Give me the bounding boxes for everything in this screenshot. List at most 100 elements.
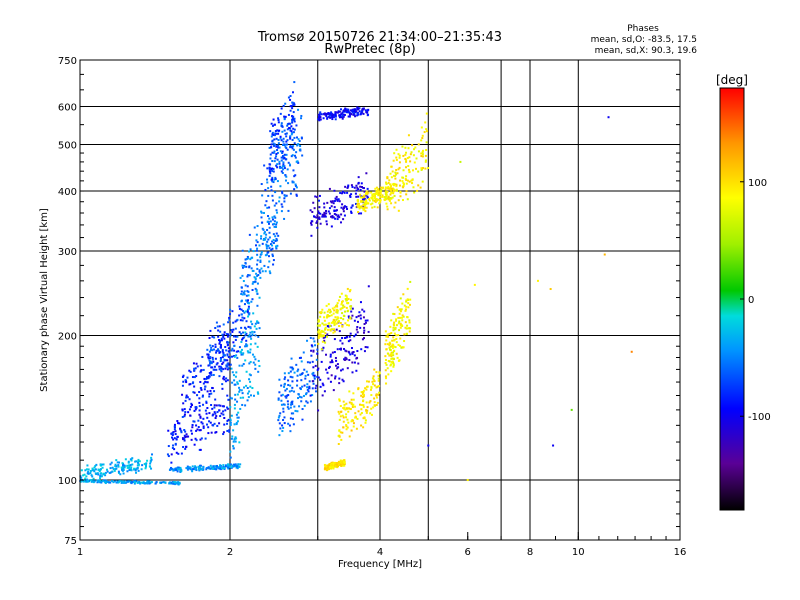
data-point bbox=[389, 172, 392, 175]
data-point bbox=[409, 327, 412, 330]
data-point bbox=[400, 346, 403, 349]
data-point bbox=[364, 387, 367, 390]
data-point bbox=[267, 255, 270, 258]
data-point bbox=[355, 189, 358, 192]
data-point bbox=[392, 159, 395, 162]
data-point bbox=[347, 115, 350, 118]
data-point bbox=[206, 407, 209, 410]
data-point bbox=[354, 333, 357, 336]
data-point bbox=[361, 396, 364, 399]
data-point bbox=[194, 465, 197, 468]
data-point bbox=[235, 413, 238, 416]
data-point bbox=[336, 311, 339, 314]
data-point bbox=[280, 107, 283, 110]
data-point bbox=[236, 400, 239, 403]
data-point bbox=[97, 473, 100, 476]
data-point bbox=[397, 334, 400, 337]
data-point bbox=[231, 381, 234, 384]
data-point bbox=[240, 290, 243, 293]
data-point bbox=[101, 463, 104, 466]
data-point bbox=[402, 293, 405, 296]
data-point bbox=[186, 376, 189, 379]
data-point bbox=[330, 314, 333, 317]
data-point bbox=[398, 320, 401, 323]
data-point bbox=[363, 201, 366, 204]
data-point bbox=[290, 130, 293, 133]
data-point bbox=[254, 342, 257, 345]
data-point bbox=[354, 192, 357, 195]
data-point bbox=[272, 223, 275, 226]
data-point bbox=[327, 112, 330, 115]
data-point bbox=[264, 204, 267, 207]
data-point bbox=[229, 396, 232, 399]
x-axis-label: Frequency [MHz] bbox=[338, 559, 422, 570]
data-point bbox=[253, 276, 256, 279]
data-point bbox=[284, 132, 287, 135]
data-point bbox=[310, 234, 313, 237]
data-point bbox=[226, 407, 229, 410]
data-point bbox=[249, 335, 252, 338]
data-point bbox=[202, 403, 205, 406]
data-point bbox=[407, 168, 410, 171]
chart-title: Tromsø 20150726 21:34:00–21:35:43 bbox=[257, 30, 502, 45]
data-point bbox=[209, 348, 212, 351]
data-point bbox=[229, 463, 232, 466]
data-point bbox=[183, 434, 186, 437]
data-point bbox=[219, 357, 222, 360]
data-point bbox=[395, 337, 398, 340]
data-point bbox=[305, 400, 308, 403]
data-point bbox=[340, 464, 343, 467]
data-point bbox=[338, 412, 341, 415]
data-point bbox=[240, 353, 243, 356]
data-point bbox=[122, 467, 125, 470]
data-point bbox=[240, 348, 243, 351]
data-point bbox=[98, 480, 101, 483]
data-point bbox=[130, 482, 133, 485]
data-point bbox=[335, 359, 338, 362]
data-point bbox=[287, 394, 290, 397]
data-point bbox=[295, 124, 298, 127]
data-point bbox=[286, 168, 289, 171]
data-point bbox=[350, 193, 353, 196]
data-point bbox=[333, 351, 336, 354]
data-point bbox=[209, 421, 212, 424]
data-point bbox=[137, 460, 140, 463]
data-point bbox=[334, 320, 337, 323]
data-point bbox=[137, 464, 140, 467]
data-point bbox=[277, 416, 280, 419]
data-point bbox=[218, 404, 221, 407]
data-point bbox=[219, 464, 222, 467]
data-point bbox=[241, 264, 244, 267]
data-point bbox=[424, 160, 427, 163]
data-point bbox=[334, 375, 337, 378]
data-point bbox=[242, 309, 245, 312]
data-point bbox=[357, 410, 360, 413]
data-point bbox=[272, 118, 275, 121]
data-point bbox=[363, 208, 366, 211]
data-point bbox=[247, 290, 250, 293]
data-point bbox=[195, 429, 198, 432]
data-point bbox=[245, 299, 248, 302]
data-point bbox=[283, 118, 286, 121]
data-point bbox=[357, 181, 360, 184]
data-point bbox=[115, 467, 118, 470]
data-point bbox=[133, 481, 136, 484]
data-point bbox=[384, 343, 387, 346]
data-point bbox=[226, 406, 229, 409]
data-point bbox=[376, 198, 379, 201]
data-point bbox=[316, 324, 319, 327]
data-point bbox=[301, 372, 304, 375]
data-point bbox=[332, 328, 335, 331]
data-point bbox=[356, 205, 359, 208]
data-point bbox=[387, 187, 390, 190]
data-point bbox=[309, 336, 312, 339]
data-point bbox=[325, 212, 328, 215]
data-point bbox=[360, 196, 363, 199]
data-point bbox=[342, 314, 345, 317]
data-point bbox=[232, 341, 235, 344]
data-point bbox=[315, 384, 318, 387]
data-point bbox=[235, 371, 238, 374]
data-point bbox=[150, 481, 153, 484]
data-point bbox=[295, 160, 298, 163]
data-point bbox=[237, 350, 240, 353]
